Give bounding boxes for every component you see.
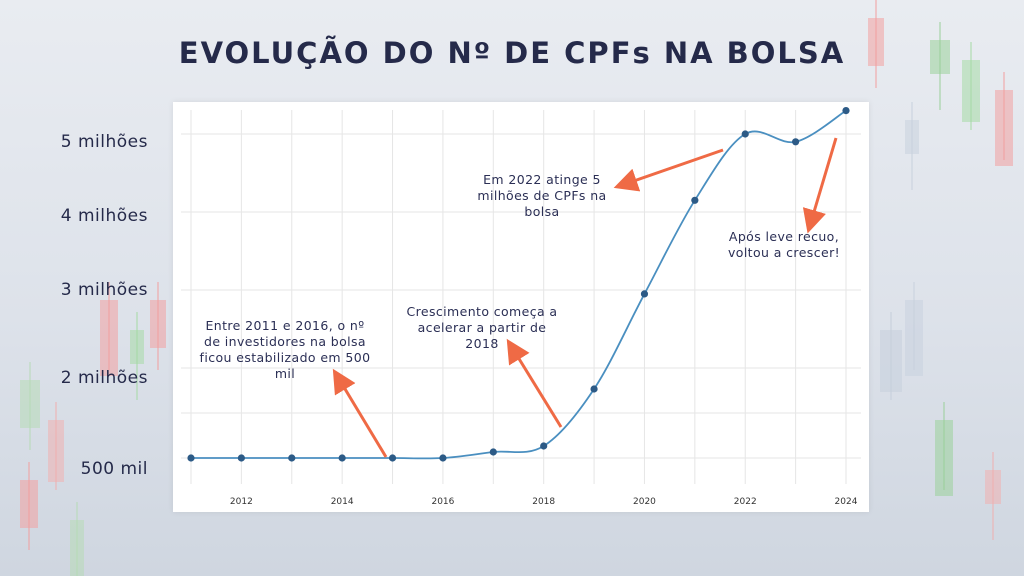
data-point (439, 454, 447, 462)
annotation-arrow (506, 338, 563, 428)
x-tick-label: 2012 (230, 497, 253, 507)
x-tick-label: 2014 (331, 497, 354, 507)
data-point (489, 448, 497, 456)
data-point (691, 196, 699, 204)
annotation-2022: Em 2022 atinge 5 milhões de CPFs na bols… (477, 172, 607, 219)
y-tick-label: 3 milhões (60, 280, 148, 300)
series-line (191, 109, 847, 460)
annotation-arrow (613, 148, 724, 192)
data-point (640, 290, 649, 298)
y-tick-label: 4 milhões (60, 206, 148, 226)
data-point (338, 454, 346, 462)
annotation-arrow (332, 368, 388, 458)
data-point (388, 454, 397, 462)
line-chart: 2012 2014 2016 2018 2020 2022 2024 (181, 107, 861, 507)
annotation-recovery: Após leve recuo, voltou a crescer! (727, 229, 841, 260)
x-tick-label: 2022 (734, 497, 757, 507)
x-tick-label: 2018 (532, 497, 555, 507)
data-point (590, 385, 598, 393)
chart-panel: 2012 2014 2016 2018 2020 2022 2024 Entre 2011 … (173, 102, 869, 512)
annotation-arrow (802, 137, 838, 234)
annotation-2011-2016: Entre 2011 e 2016, o nº de investidores … (199, 318, 371, 381)
y-tick-label: 2 milhões (60, 368, 148, 388)
x-tick-label: 2024 (835, 497, 858, 507)
data-point (792, 138, 800, 146)
data-point (540, 442, 548, 450)
y-tick-label: 500 mil (80, 459, 148, 479)
data-point (842, 107, 850, 115)
page-title: EVOLUÇÃO DO Nº DE CPFs NA BOLSA (178, 36, 846, 70)
x-tick-label: 2016 (431, 497, 454, 507)
x-tick-label: 2020 (633, 497, 656, 507)
y-tick-label: 5 milhões (60, 132, 148, 152)
data-point (288, 454, 296, 462)
data-point (741, 130, 749, 138)
annotation-2018: Crescimento começa a acelerar a partir d… (406, 304, 558, 351)
data-point (187, 454, 195, 462)
data-point (237, 454, 245, 462)
